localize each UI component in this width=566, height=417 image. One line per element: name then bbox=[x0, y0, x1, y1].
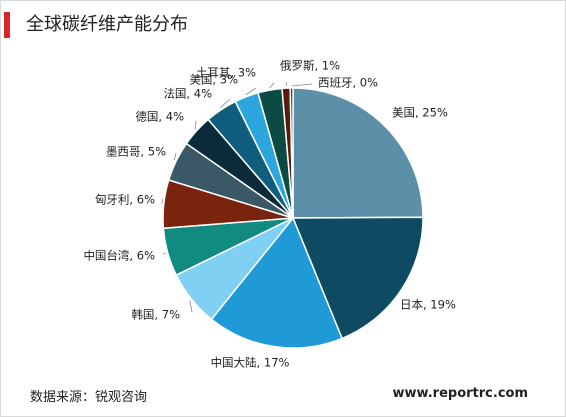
leader-line bbox=[245, 87, 257, 96]
leader-line bbox=[291, 83, 313, 87]
slice-label: 中国大陆, 17% bbox=[211, 356, 290, 370]
title-accent-bar bbox=[4, 12, 10, 38]
pie-labels: 美国, 25% 日本, 19% 中国大陆, 17% 韩国, 7% 中国台湾, 6% 匈牙利… bbox=[83, 59, 456, 370]
slice-label: 韩国, 7% bbox=[131, 308, 180, 322]
pie-slice bbox=[289, 87, 294, 219]
slice-label: 西班牙, 0% bbox=[318, 76, 378, 90]
pie-slice bbox=[210, 216, 343, 349]
pie-slice bbox=[292, 87, 424, 219]
slice-label: 中国台湾, 6% bbox=[83, 249, 155, 263]
slice-label: 法国, 4% bbox=[163, 87, 212, 101]
website-url: www.reportrc.com bbox=[392, 386, 528, 401]
leader-line bbox=[161, 198, 164, 204]
chart-title: 全球碳纤维产能分布 bbox=[26, 14, 188, 35]
slice-label: 美国, 3% bbox=[189, 73, 238, 87]
pie-slice bbox=[291, 216, 424, 340]
pie-slices bbox=[162, 87, 424, 349]
leader-line bbox=[219, 98, 231, 109]
leader-line bbox=[269, 82, 275, 89]
slice-label: 日本, 19% bbox=[400, 298, 456, 312]
leader-line bbox=[189, 300, 193, 313]
leader-line bbox=[285, 81, 288, 87]
slice-label: 俄罗斯, 1% bbox=[280, 59, 340, 73]
leader-line bbox=[162, 252, 166, 255]
slice-label: 匈牙利, 6% bbox=[95, 193, 155, 207]
pie-leader-lines bbox=[161, 81, 313, 313]
leader-line bbox=[173, 152, 177, 161]
data-source: 数据来源：锐观咨询 bbox=[30, 390, 148, 405]
slice-label: 墨西哥, 5% bbox=[106, 145, 166, 159]
slice-label: 土耳其, 3% bbox=[196, 66, 256, 80]
slice-label: 美国, 25% bbox=[392, 106, 448, 120]
slice-label: 德国, 4% bbox=[135, 110, 184, 124]
leader-line bbox=[194, 120, 197, 130]
